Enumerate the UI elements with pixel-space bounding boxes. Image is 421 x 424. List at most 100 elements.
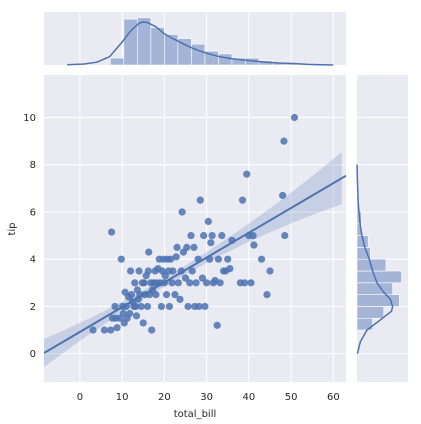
- scatter-point: [192, 279, 200, 287]
- x-tick-labels: 0 10 20 30 40 50 60: [77, 392, 340, 403]
- marginal-top-kde-line: [67, 21, 334, 66]
- scatter-point: [144, 267, 152, 275]
- scatter-point: [280, 137, 288, 145]
- scatter-point: [203, 279, 211, 287]
- scatter-point: [167, 255, 175, 263]
- scatter-point: [195, 302, 203, 311]
- y-axis-label: tip: [7, 222, 18, 235]
- scatter-point: [111, 302, 119, 311]
- scatter-point: [238, 196, 247, 204]
- scatter-point: [169, 267, 177, 275]
- scatter-point: [171, 291, 179, 299]
- x-hist-bar: [191, 43, 206, 66]
- scatter-point: [140, 279, 148, 287]
- scatter-point: [279, 191, 287, 200]
- scatter-point: [126, 267, 135, 275]
- y-hist-bar: [356, 294, 400, 307]
- scatter-point: [208, 231, 216, 240]
- y-hist-bar: [356, 270, 402, 284]
- marginal-top: [44, 12, 346, 66]
- y-tick-label: 2: [30, 302, 36, 313]
- scatter-point: [113, 324, 121, 332]
- scatter-point: [250, 241, 258, 249]
- scatter-point: [201, 302, 209, 311]
- scatter-point: [162, 291, 171, 299]
- scatter-point: [290, 113, 299, 122]
- scatter-point: [152, 291, 160, 299]
- scatter-point: [107, 326, 115, 334]
- y-tick-labels: 0 2 4 6 8 10: [23, 113, 36, 360]
- y-tick-label: 0: [30, 349, 36, 360]
- marginal-right-kde-line: [356, 164, 394, 354]
- scatter-point: [139, 319, 147, 327]
- scatter-point: [184, 302, 192, 311]
- scatter-point: [131, 279, 139, 287]
- regression-confidence-band: [44, 152, 342, 368]
- scatter-point: [200, 231, 208, 240]
- x-tick-label: 60: [327, 392, 340, 403]
- scatter-point: [89, 326, 97, 334]
- x-hist-bar: [110, 57, 125, 66]
- scatter-point: [137, 302, 145, 311]
- x-tick-label: 10: [116, 392, 129, 403]
- x-hist-bar: [137, 17, 152, 66]
- scatter-point: [181, 274, 190, 282]
- x-tick-label: 0: [77, 392, 83, 403]
- y-hist-bar: [356, 282, 393, 295]
- joint-grid: [44, 75, 346, 382]
- joint-background: [44, 75, 346, 382]
- scatter-point: [281, 231, 289, 240]
- x-tick-label: 20: [158, 392, 171, 403]
- y-tick-label: 10: [23, 113, 36, 124]
- scatter-point: [165, 302, 174, 311]
- joint-panel: 0 10 20 30 40 50 60 0 2 4 6 8 10 total_bill tip: [7, 75, 346, 420]
- x-hist-bar: [218, 53, 233, 66]
- x-tick-label: 40: [242, 392, 255, 403]
- marginal-right-background: [357, 75, 408, 382]
- x-tick-label: 50: [285, 392, 298, 403]
- regression-line: [44, 174, 346, 354]
- scatter-point: [190, 243, 198, 251]
- scatter-point: [107, 228, 116, 236]
- x-hist-bar: [150, 27, 165, 66]
- y-tick-label: 4: [30, 255, 36, 266]
- scatter-point: [224, 255, 232, 263]
- scatter-point: [226, 265, 234, 273]
- y-tick-label: 8: [30, 160, 36, 171]
- y-hist-bar: [356, 306, 385, 319]
- scatter-point: [174, 279, 182, 287]
- scatter-point: [100, 326, 108, 334]
- scatter-point: [132, 302, 140, 311]
- scatter-point: [218, 231, 226, 240]
- scatter-point: [168, 279, 176, 287]
- scatter-point: [241, 279, 249, 287]
- x-tick-label: 30: [200, 392, 213, 403]
- scatter-point: [148, 326, 156, 334]
- scatter-point: [207, 239, 215, 247]
- scatter-point: [143, 302, 152, 311]
- y-tick-label: 6: [30, 207, 36, 218]
- scatter-point: [196, 196, 204, 204]
- scatter-point: [135, 267, 143, 275]
- scatter-point: [172, 253, 180, 261]
- scatter-points: [89, 113, 299, 334]
- scatter-point: [117, 255, 125, 263]
- scatter-point: [263, 291, 271, 299]
- scatter-point: [214, 255, 223, 263]
- x-hist-bar: [164, 34, 179, 66]
- scatter-point: [183, 243, 191, 251]
- marginal-top-histogram: [110, 17, 300, 66]
- scatter-point: [216, 279, 224, 287]
- marginal-right: [356, 75, 408, 382]
- x-axis-label: total_bill: [174, 409, 217, 420]
- scatter-point: [198, 274, 206, 282]
- scatter-point: [266, 267, 274, 275]
- scatter-point: [178, 208, 186, 216]
- scatter-point: [173, 243, 181, 251]
- scatter-point: [249, 231, 257, 240]
- scatter-point: [127, 291, 136, 299]
- scatter-point: [187, 231, 195, 240]
- scatter-point: [247, 279, 255, 287]
- scatter-point: [188, 267, 196, 275]
